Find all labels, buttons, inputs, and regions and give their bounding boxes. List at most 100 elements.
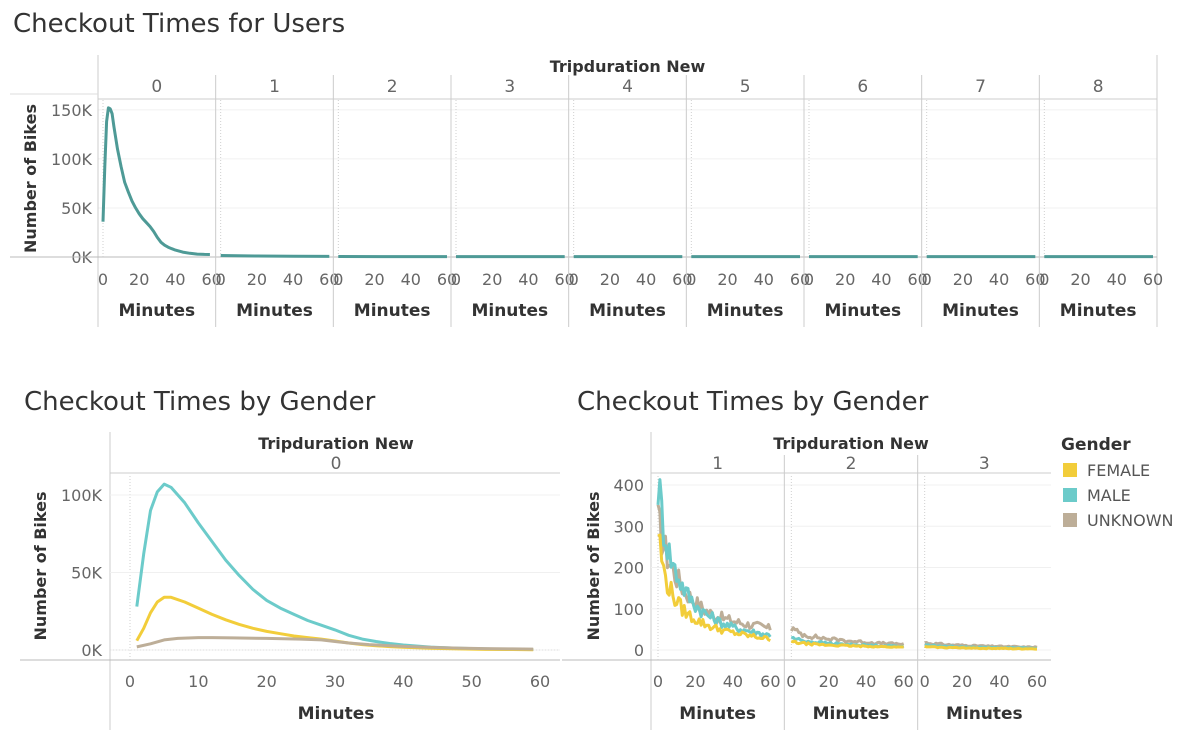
x-tick-label: 0 bbox=[922, 270, 932, 289]
panel-label: 4 bbox=[622, 77, 633, 97]
x-tick-label: 40 bbox=[518, 270, 538, 289]
y-tick-label: 0K bbox=[81, 641, 102, 660]
series-line bbox=[101, 106, 210, 256]
legend-label-female: FEMALE bbox=[1087, 461, 1150, 480]
series-line-female bbox=[790, 639, 904, 649]
x-tick-label: 0 bbox=[125, 672, 135, 691]
x-tick-label: 40 bbox=[754, 270, 774, 289]
x-tick-label: 60 bbox=[319, 270, 339, 289]
y-axis-label: Number of Bikes bbox=[31, 491, 50, 640]
y-tick-label: 0 bbox=[634, 641, 644, 660]
y-axis-label: Number of Bikes bbox=[584, 491, 603, 640]
x-tick-label: 20 bbox=[835, 270, 855, 289]
column-header: Tripduration New bbox=[258, 434, 414, 453]
panel-label: 7 bbox=[975, 77, 986, 97]
panel-label: 6 bbox=[857, 77, 868, 97]
y-tick-label: 100 bbox=[613, 600, 644, 619]
x-tick-label: 20 bbox=[364, 270, 384, 289]
x-axis-label: Minutes bbox=[236, 301, 313, 321]
x-tick-label: 60 bbox=[554, 270, 574, 289]
x-axis-label: Minutes bbox=[118, 301, 195, 321]
x-tick-label: 60 bbox=[437, 270, 457, 289]
series-line-unknown bbox=[136, 636, 534, 651]
x-tick-label: 0 bbox=[451, 270, 461, 289]
x-axis-label: Minutes bbox=[824, 301, 901, 321]
panel-label: 1 bbox=[269, 77, 280, 97]
x-tick-label: 20 bbox=[247, 270, 267, 289]
series-line bbox=[220, 254, 330, 258]
chart-title-gender-left: Checkout Times by Gender bbox=[24, 387, 376, 417]
x-tick-label: 20 bbox=[482, 270, 502, 289]
y-tick-label: 150K bbox=[51, 101, 93, 120]
x-tick-label: 60 bbox=[907, 270, 927, 289]
x-tick-label: 40 bbox=[723, 672, 743, 691]
y-tick-label: 300 bbox=[613, 517, 644, 536]
chart-title-gender-right: Checkout Times by Gender bbox=[577, 387, 929, 417]
x-tick-label: 20 bbox=[953, 270, 973, 289]
x-tick-label: 60 bbox=[1143, 270, 1163, 289]
x-tick-label: 0 bbox=[804, 270, 814, 289]
x-tick-label: 40 bbox=[393, 672, 413, 691]
y-tick-label: 100K bbox=[51, 150, 93, 169]
x-tick-label: 20 bbox=[717, 270, 737, 289]
x-axis-label: Minutes bbox=[298, 704, 375, 724]
x-tick-label: 40 bbox=[283, 270, 303, 289]
x-tick-label: 40 bbox=[636, 270, 656, 289]
x-tick-label: 20 bbox=[600, 270, 620, 289]
x-tick-label: 0 bbox=[786, 672, 796, 691]
x-tick-label: 0 bbox=[216, 270, 226, 289]
x-tick-label: 40 bbox=[856, 672, 876, 691]
y-tick-label: 400 bbox=[613, 476, 644, 495]
x-axis-label: Minutes bbox=[942, 301, 1019, 321]
x-axis-label: Minutes bbox=[471, 301, 548, 321]
y-axis-label: Number of Bikes bbox=[21, 104, 40, 253]
x-tick-label: 0 bbox=[98, 270, 108, 289]
y-tick-label: 50K bbox=[71, 564, 102, 583]
x-tick-label: 20 bbox=[819, 672, 839, 691]
x-tick-label: 0 bbox=[920, 672, 930, 691]
series-line-male bbox=[656, 478, 772, 638]
panel-label: 0 bbox=[331, 454, 342, 474]
x-tick-label: 60 bbox=[672, 270, 692, 289]
x-tick-label: 60 bbox=[790, 270, 810, 289]
x-axis-label: Minutes bbox=[707, 301, 784, 321]
x-tick-label: 40 bbox=[1107, 270, 1127, 289]
series-line-female bbox=[924, 644, 1037, 651]
x-axis-label: Minutes bbox=[589, 301, 666, 321]
panel-label: 0 bbox=[151, 77, 162, 97]
panel-label: 5 bbox=[740, 77, 751, 97]
panel-label: 2 bbox=[387, 77, 398, 97]
x-axis-label: Minutes bbox=[813, 704, 890, 724]
x-axis-label: Minutes bbox=[354, 301, 431, 321]
x-tick-label: 60 bbox=[1025, 270, 1045, 289]
x-tick-label: 20 bbox=[129, 270, 149, 289]
x-tick-label: 20 bbox=[952, 672, 972, 691]
x-tick-label: 0 bbox=[333, 270, 343, 289]
x-tick-label: 40 bbox=[401, 270, 421, 289]
series-line-unknown bbox=[790, 626, 905, 646]
x-tick-label: 50 bbox=[461, 672, 481, 691]
x-tick-label: 60 bbox=[1027, 672, 1047, 691]
x-tick-label: 20 bbox=[256, 672, 276, 691]
column-header: Tripduration New bbox=[773, 434, 929, 453]
y-tick-label: 50K bbox=[61, 199, 92, 218]
x-tick-label: 60 bbox=[760, 672, 780, 691]
x-tick-label: 60 bbox=[893, 672, 913, 691]
x-tick-label: 0 bbox=[686, 270, 696, 289]
y-tick-label: 200 bbox=[613, 559, 644, 578]
panel-label: 2 bbox=[846, 454, 857, 474]
legend-swatch-male bbox=[1063, 488, 1077, 502]
series-line-female bbox=[657, 533, 771, 642]
x-tick-label: 30 bbox=[325, 672, 345, 691]
x-axis-label: Minutes bbox=[679, 704, 756, 724]
legend-swatch-female bbox=[1063, 463, 1077, 477]
panel-label: 3 bbox=[979, 454, 990, 474]
column-header: Tripduration New bbox=[550, 57, 706, 76]
legend-label-unknown: UNKNOWN bbox=[1087, 511, 1174, 530]
legend-swatch-unknown bbox=[1063, 513, 1077, 527]
x-tick-label: 10 bbox=[188, 672, 208, 691]
panel-label: 1 bbox=[712, 454, 723, 474]
x-axis-label: Minutes bbox=[946, 704, 1023, 724]
